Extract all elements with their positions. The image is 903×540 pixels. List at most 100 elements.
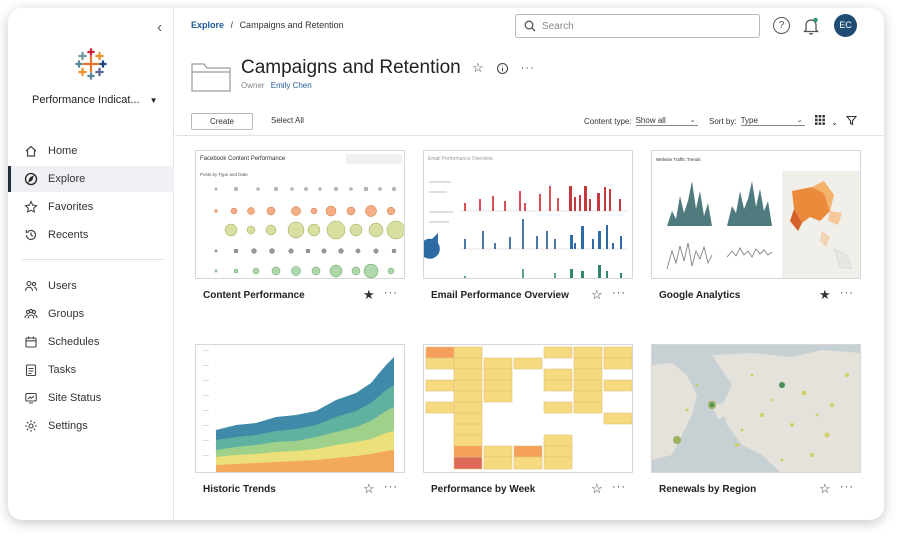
favorite-star-outline-icon[interactable]: ☆ <box>591 481 603 496</box>
site-status-icon <box>23 390 39 406</box>
star-outline-icon <box>23 199 39 215</box>
sidebar-item-favorites[interactable]: Favorites <box>8 194 174 220</box>
card-thumbnail[interactable]: Website Traffic Trends <box>651 150 861 279</box>
content-card[interactable]: Website Traffic Trends Google Analytics … <box>651 150 863 312</box>
content-type-label: Content type: <box>584 116 632 126</box>
content-type-filter: Content type: Show all ⌄ <box>584 116 698 126</box>
content-card[interactable]: Historic Trends ☆ ··· <box>195 344 407 506</box>
bubble-chart-preview <box>214 154 404 278</box>
card-thumbnail[interactable]: Facebook Content Performance Posts by Ty… <box>195 150 405 279</box>
page-title: Campaigns and Retention <box>241 57 461 78</box>
toolbar-divider <box>175 135 884 136</box>
user-avatar[interactable]: EC <box>834 14 857 37</box>
tableau-logo <box>75 48 107 80</box>
site-selector[interactable]: Performance Indicat... ▼ <box>32 94 158 106</box>
history-icon <box>23 227 39 243</box>
grid-view-icon <box>815 115 825 125</box>
sidebar-item-label: Explore <box>48 173 86 185</box>
select-all-button[interactable]: Select All <box>271 116 304 125</box>
sort-value: Type <box>740 116 758 125</box>
chevron-down-icon: ⌄ <box>796 117 803 124</box>
sidebar-item-label: Groups <box>48 308 85 320</box>
card-thumbnail[interactable] <box>651 344 861 473</box>
folder-icon <box>191 63 231 92</box>
calendar-icon <box>23 334 39 350</box>
sidebar-item-settings[interactable]: Settings <box>8 413 174 439</box>
more-actions-icon[interactable]: ··· <box>384 481 398 493</box>
content-card[interactable]: Facebook Content Performance Posts by Ty… <box>195 150 407 312</box>
more-actions-icon[interactable]: ··· <box>612 287 626 299</box>
sidebar-item-tasks[interactable]: Tasks <box>8 357 174 383</box>
favorite-star-filled-icon[interactable]: ★ <box>363 287 375 302</box>
card-name[interactable]: Content Performance <box>203 290 305 301</box>
caret-down-icon: ▼ <box>149 95 158 105</box>
sidebar-item-users[interactable]: Users <box>8 273 174 299</box>
heatmap-preview <box>425 346 632 470</box>
card-thumbnail[interactable] <box>423 344 633 473</box>
sidebar-item-recents[interactable]: Recents <box>8 222 174 248</box>
favorite-star-filled-icon[interactable]: ★ <box>819 287 831 302</box>
sidebar-divider <box>22 259 165 260</box>
sidebar-item-label: Tasks <box>48 364 77 376</box>
more-actions-icon[interactable]: ··· <box>520 62 535 74</box>
content-card[interactable]: Email Performance Overview Email Perform… <box>423 150 635 312</box>
card-name[interactable]: Email Performance Overview <box>431 290 569 301</box>
thumb-title: Email Performance Overview <box>428 156 493 162</box>
more-actions-icon[interactable]: ··· <box>840 287 854 299</box>
sidebar-item-schedules[interactable]: Schedules <box>8 329 174 355</box>
breadcrumb: Explore / Campaigns and Retention <box>191 20 344 30</box>
gear-icon <box>23 418 39 434</box>
collapse-sidebar-icon[interactable]: ‹ <box>157 19 163 36</box>
groups-icon <box>23 306 39 322</box>
map-preview <box>652 345 860 472</box>
sidebar-item-home[interactable]: Home <box>8 138 174 164</box>
content-card[interactable]: Renewals by Region ☆ ··· <box>651 344 863 506</box>
site-name: Performance Indicat... <box>32 94 140 106</box>
area-chart-preview <box>203 350 394 472</box>
sidebar-item-label: Recents <box>48 229 89 241</box>
help-icon[interactable]: ? <box>773 17 790 34</box>
project-owner: Owner Emily Chen <box>241 81 312 90</box>
owner-name-link[interactable]: Emily Chen <box>270 81 312 90</box>
chevron-down-icon: ⌄ <box>689 117 696 124</box>
card-thumbnail[interactable] <box>195 344 405 473</box>
grid-view-toggle[interactable]: ⌄ <box>815 115 838 127</box>
search-input[interactable]: Search <box>515 14 760 38</box>
line-map-chart-preview <box>666 171 860 278</box>
info-icon[interactable] <box>496 62 509 75</box>
main-content: Explore / Campaigns and Retention Search… <box>175 8 884 520</box>
card-name[interactable]: Google Analytics <box>659 290 741 301</box>
favorite-star-icon[interactable]: ☆ <box>472 60 484 75</box>
breadcrumb-current: Campaigns and Retention <box>239 20 344 30</box>
card-name[interactable]: Renewals by Region <box>659 484 757 495</box>
card-name[interactable]: Performance by Week <box>431 484 536 495</box>
create-button[interactable]: Create <box>191 113 253 130</box>
sidebar-item-groups[interactable]: Groups <box>8 301 174 327</box>
card-thumbnail[interactable]: Email Performance Overview <box>423 150 633 279</box>
more-actions-icon[interactable]: ··· <box>840 481 854 493</box>
sort-label: Sort by: <box>709 116 737 126</box>
users-icon <box>23 278 39 294</box>
content-type-dropdown[interactable]: Show all ⌄ <box>635 116 698 126</box>
content-card[interactable]: Performance by Week ☆ ··· <box>423 344 635 506</box>
sidebar-item-explore[interactable]: Explore <box>8 166 174 192</box>
breadcrumb-explore-link[interactable]: Explore <box>191 20 225 30</box>
notification-bell-icon[interactable] <box>803 17 819 35</box>
tasks-icon <box>23 362 39 378</box>
sort-dropdown[interactable]: Type ⌄ <box>740 116 805 126</box>
app-window: ‹ Performance Indicat... ▼ Home <box>8 8 884 520</box>
content-type-value: Show all <box>635 116 666 125</box>
favorite-star-outline-icon[interactable]: ☆ <box>363 481 375 496</box>
sidebar-item-site-status[interactable]: Site Status <box>8 385 174 411</box>
favorite-star-outline-icon[interactable]: ☆ <box>591 287 603 302</box>
more-actions-icon[interactable]: ··· <box>612 481 626 493</box>
sidebar-item-label: Home <box>48 145 78 157</box>
sidebar-item-label: Site Status <box>48 392 102 404</box>
filter-icon[interactable] <box>846 115 857 126</box>
search-icon <box>524 20 536 32</box>
favorite-star-outline-icon[interactable]: ☆ <box>819 481 831 496</box>
more-actions-icon[interactable]: ··· <box>384 287 398 299</box>
card-name[interactable]: Historic Trends <box>203 484 276 495</box>
sidebar-item-label: Users <box>48 280 77 292</box>
sidebar-item-label: Settings <box>48 420 88 432</box>
